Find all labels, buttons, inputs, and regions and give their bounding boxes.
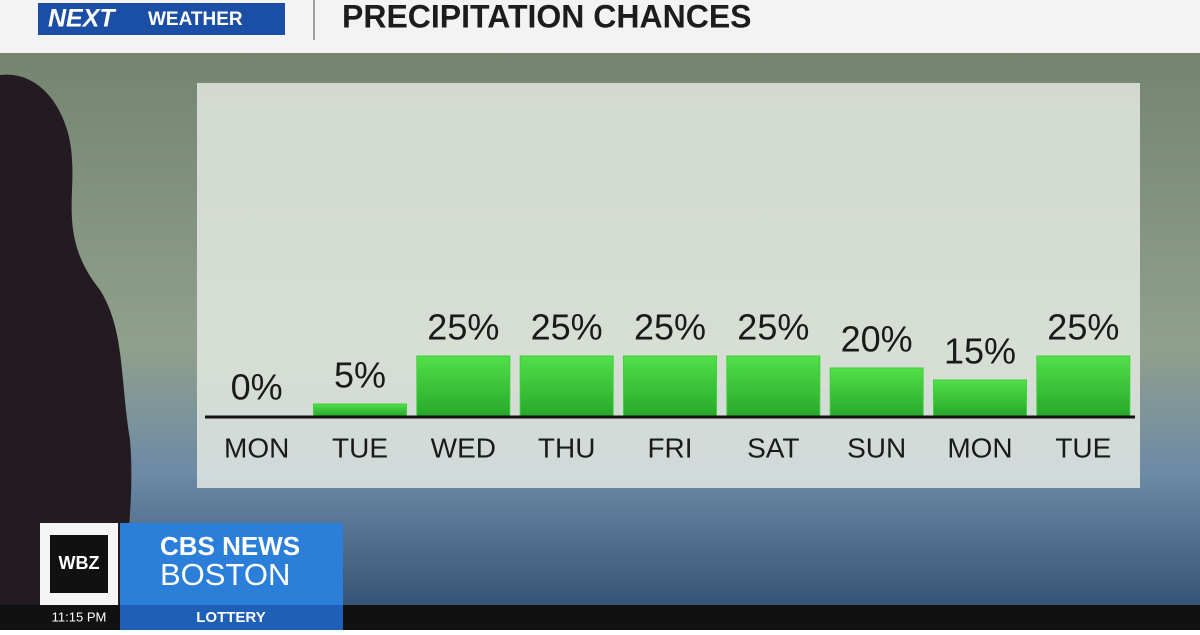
x-tick-label: MON bbox=[224, 432, 289, 463]
x-tick-label: THU bbox=[538, 432, 596, 463]
value-label: 15% bbox=[944, 331, 1016, 372]
bar bbox=[1036, 355, 1131, 417]
value-label: 20% bbox=[841, 319, 913, 360]
chart-panel bbox=[197, 83, 1140, 488]
city: BOSTON bbox=[160, 557, 290, 592]
presenter bbox=[0, 74, 132, 630]
logo-sub: WEATHER bbox=[148, 9, 243, 30]
value-label: 25% bbox=[531, 307, 603, 348]
chart-title: PRECIPITATION CHANCES bbox=[342, 0, 752, 34]
logo-brand: NEXT bbox=[48, 5, 117, 33]
x-tick-label: WED bbox=[431, 432, 496, 463]
plot: 0% MON 5% TUE 25% WED 25% THU 25% FRI 25% SAT 20% SUN… bbox=[224, 307, 1131, 463]
x-tick-label: MON bbox=[947, 432, 1012, 463]
value-label: 0% bbox=[231, 367, 283, 408]
bar bbox=[313, 403, 407, 417]
bar bbox=[933, 379, 1027, 417]
x-tick-label: SAT bbox=[747, 432, 799, 463]
value-label: 25% bbox=[737, 307, 809, 348]
time: 11:15 PM bbox=[52, 609, 107, 624]
ticker-label-box bbox=[120, 605, 343, 630]
x-tick-label: TUE bbox=[332, 432, 388, 463]
logo bbox=[38, 3, 285, 35]
station: WBZ bbox=[59, 553, 100, 573]
station-logo bbox=[50, 535, 108, 593]
value-label: 25% bbox=[634, 307, 706, 348]
x-tick-label: SUN bbox=[847, 432, 906, 463]
value-label: 25% bbox=[427, 307, 499, 348]
network: CBS NEWS bbox=[160, 531, 300, 561]
bar bbox=[623, 355, 717, 417]
ticker-label: LOTTERY bbox=[196, 609, 265, 626]
bar bbox=[829, 367, 924, 417]
value-label: 25% bbox=[1047, 307, 1119, 348]
value-label: 5% bbox=[334, 355, 386, 396]
bar bbox=[416, 355, 511, 417]
network-box bbox=[120, 523, 343, 605]
bar bbox=[519, 355, 614, 417]
x-tick-label: FRI bbox=[647, 432, 692, 463]
x-tick-label: TUE bbox=[1055, 432, 1111, 463]
bar bbox=[726, 355, 821, 417]
